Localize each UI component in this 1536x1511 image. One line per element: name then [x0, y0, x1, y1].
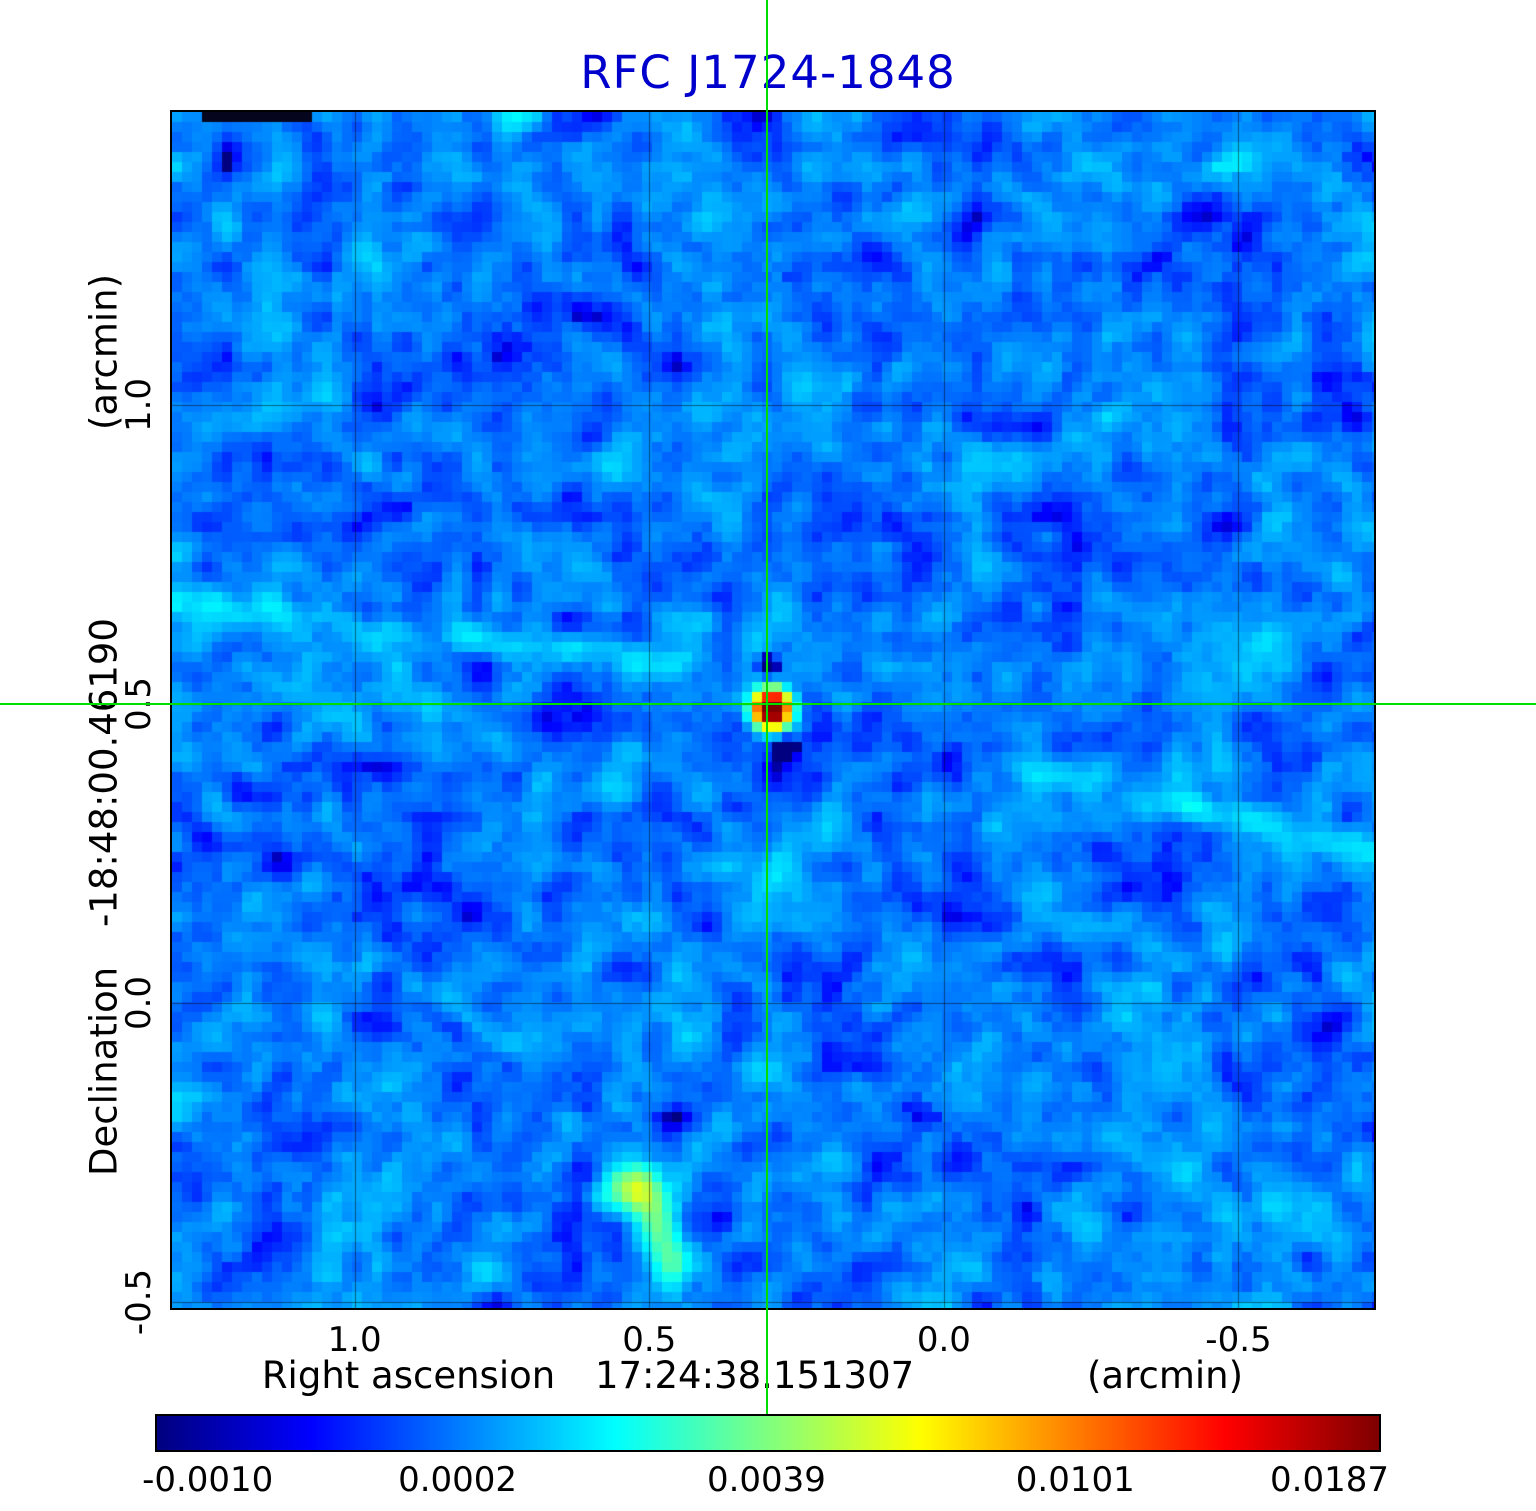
colorbar-tick-label: -0.0010 [142, 1460, 274, 1500]
x-tick-label: -0.5 [1205, 1320, 1272, 1360]
right-ascension-label: Right ascension [261, 1354, 556, 1397]
colorbar-tick-label: 0.0187 [1270, 1460, 1389, 1500]
crosshair-vertical-line [766, 0, 769, 1414]
right-ascension-value: 17:24:38.151307 [594, 1354, 915, 1397]
y-tick-label: -0.5 [119, 1268, 159, 1336]
colorbar-tick-label: 0.0002 [398, 1460, 518, 1500]
sky-map-canvas [172, 112, 1374, 1308]
sky-map-plot [170, 110, 1376, 1310]
x-axis-title: Right ascension 17:24:38.151307 [262, 1354, 914, 1397]
colorbar [155, 1414, 1381, 1452]
x-tick-label: 0.0 [916, 1320, 971, 1360]
y-tick-label: 1.0 [119, 377, 159, 433]
x-axis-unit: (arcmin) [1086, 1354, 1244, 1397]
x-tick-label: 0.5 [622, 1320, 677, 1360]
x-tick-label: 1.0 [327, 1320, 382, 1360]
colorbar-labels: -0.0010 0.0002 0.0039 0.0101 0.0187 [142, 1460, 1389, 1502]
declination-value: -18:48:00.46190 [82, 618, 126, 928]
colorbar-tick-label: 0.0101 [1015, 1460, 1135, 1500]
colorbar-canvas [157, 1416, 1379, 1450]
crosshair-horizontal-line [0, 703, 1536, 706]
y-tick-label: 0.0 [119, 975, 159, 1031]
colorbar-tick-label: 0.0039 [706, 1460, 826, 1500]
